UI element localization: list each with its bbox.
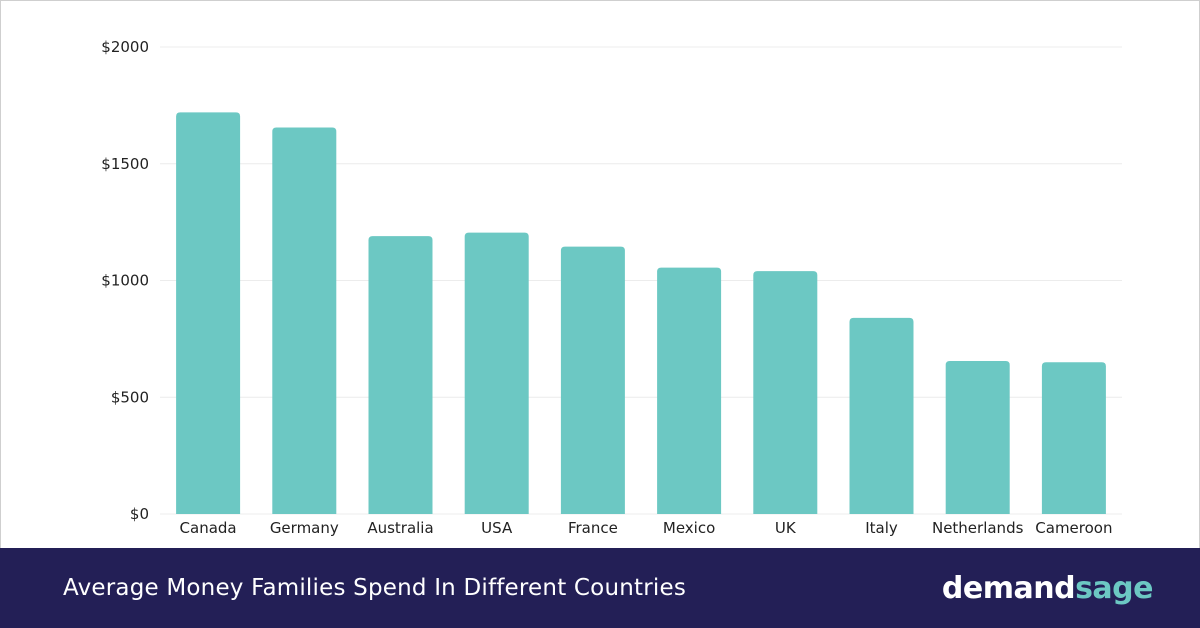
x-tick-label: USA <box>481 519 513 537</box>
logo-text-demand: demand <box>941 570 1076 606</box>
bar <box>657 267 722 514</box>
brand-logo: demandsage <box>941 570 1154 606</box>
logo-text-sage: sage <box>1075 570 1153 606</box>
y-tick-label: $0 <box>130 505 149 523</box>
x-tick-label: Australia <box>367 519 433 537</box>
y-tick-label: $1000 <box>101 272 149 290</box>
x-tick-label: Italy <box>865 519 898 537</box>
bar <box>272 127 337 515</box>
x-tick-label: Mexico <box>663 519 715 537</box>
y-tick-label: $2000 <box>101 38 149 56</box>
bar <box>1041 362 1106 514</box>
bar <box>945 361 1010 514</box>
x-tick-label: France <box>568 519 618 537</box>
bar-chart: $0 $500 $1000 $1500 $2000 Canada Germany Austra… <box>101 38 1122 537</box>
x-tick-label: Netherlands <box>932 519 1024 537</box>
bar <box>560 246 625 514</box>
x-tick-label: Cameroon <box>1035 519 1112 537</box>
y-tick-label: $1500 <box>101 155 149 173</box>
footer-banner: Average Money Families Spend In Differen… <box>0 548 1200 628</box>
chart-title: Average Money Families Spend In Differen… <box>63 575 687 601</box>
y-tick-label: $500 <box>111 388 149 406</box>
bar <box>753 271 818 514</box>
bar <box>368 236 433 514</box>
bar <box>176 112 241 514</box>
bar <box>849 317 914 514</box>
x-tick-label: Germany <box>270 519 339 537</box>
chart-area: $0 $500 $1000 $1500 $2000 Canada Germany Austra… <box>101 38 1122 537</box>
x-tick-label: UK <box>775 519 797 537</box>
bar <box>464 232 529 514</box>
x-tick-label: Canada <box>180 519 237 537</box>
